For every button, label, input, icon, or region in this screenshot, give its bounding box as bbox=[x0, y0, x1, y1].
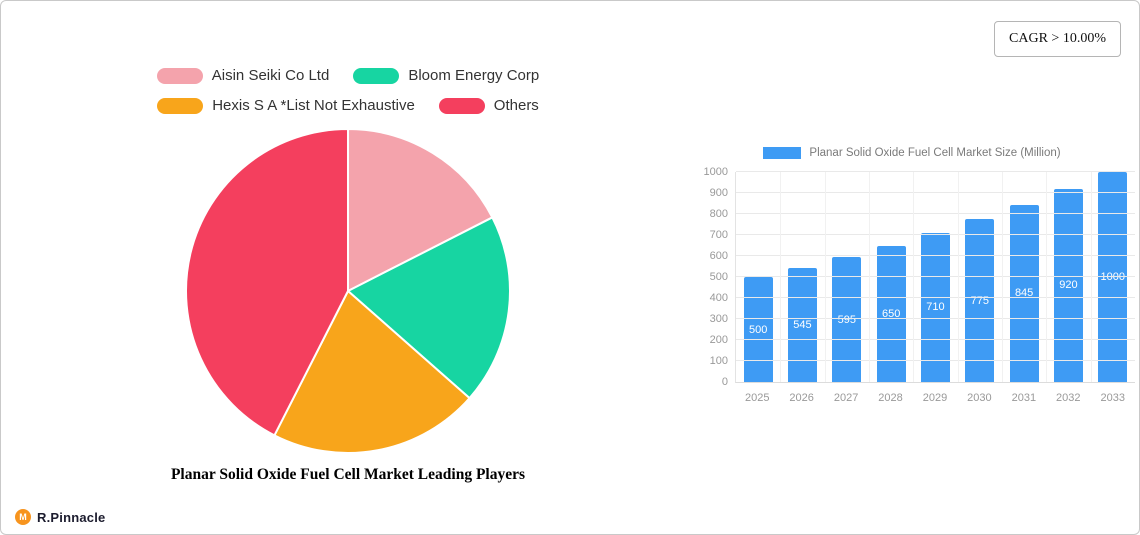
x-axis-labels: 2025 2026 2027 2028 2029 2030 2031 2032 2033 bbox=[735, 383, 1135, 404]
bar-slot-2033: 1000 bbox=[1091, 172, 1135, 382]
x-axis-label-2028: 2028 bbox=[878, 392, 903, 404]
pie-legend-swatch-0 bbox=[156, 67, 203, 84]
pie-legend-swatch-1 bbox=[353, 67, 400, 84]
pie-chart-title: Planar Solid Oxide Fuel Cell Market Lead… bbox=[170, 466, 526, 483]
bar-legend-label: Planar Solid Oxide Fuel Cell Market Size… bbox=[809, 147, 1061, 159]
brand-logo-icon: M bbox=[15, 509, 31, 525]
pie-legend-item-1[interactable]: Bloom Energy Corp bbox=[353, 67, 539, 84]
bar-plot-area: 500 545 595 650 710 775 845 920 1000 0 100 200 300 4… bbox=[704, 166, 1135, 388]
bar-value-label-2033: 1000 bbox=[1100, 271, 1126, 283]
bar-slots: 500 545 595 650 710 775 845 920 1000 bbox=[736, 172, 1135, 382]
y-axis-label-900: 900 bbox=[709, 187, 728, 199]
pie-legend-label-1: Bloom Energy Corp bbox=[408, 67, 540, 84]
bar-2031: 845 bbox=[1009, 204, 1039, 382]
brand-name: R.Pinnacle bbox=[37, 509, 106, 525]
bar-chart-section: Planar Solid Oxide Fuel Cell Market Size… bbox=[689, 147, 1135, 404]
y-axis-label-500: 500 bbox=[709, 271, 728, 283]
bar-slot-2029: 710 bbox=[913, 172, 957, 382]
pie-legend-label-0: Aisin Seiki Co Ltd bbox=[211, 67, 330, 84]
bar-plot-wrap: 500 545 595 650 710 775 845 920 1000 0 100 200 300 4… bbox=[689, 166, 1135, 404]
pie-legend-item-2[interactable]: Hexis S A *List Not Exhaustive bbox=[157, 97, 415, 114]
gridline-x-7 bbox=[1046, 172, 1048, 382]
y-axis-label-800: 800 bbox=[709, 208, 728, 220]
bar-slot-2030: 775 bbox=[958, 172, 1002, 382]
gridline-x-5 bbox=[957, 172, 959, 382]
y-axis-label-200: 200 bbox=[709, 334, 728, 346]
y-axis-label-400: 400 bbox=[709, 292, 728, 304]
pie-legend-item-0[interactable]: Aisin Seiki Co Ltd bbox=[156, 67, 330, 84]
pie-legend-item-3[interactable]: Others bbox=[438, 97, 539, 114]
pie-slice-3 bbox=[185, 128, 349, 437]
bar-2026: 545 bbox=[787, 267, 817, 382]
bar-value-label-2032: 920 bbox=[1059, 279, 1078, 292]
bar-2030: 775 bbox=[965, 219, 995, 382]
bar-2033: 1000 bbox=[1098, 172, 1128, 382]
gridline-x-1 bbox=[780, 172, 782, 382]
pie-legend: Aisin Seiki Co Ltd Bloom Energy Corp Hexis… bbox=[108, 67, 588, 114]
gridline-y-100 bbox=[736, 360, 1135, 361]
x-axis-label-2032: 2032 bbox=[1056, 392, 1081, 404]
gridline-y-900 bbox=[736, 192, 1135, 193]
cagr-label: CAGR > 10.00% bbox=[1009, 31, 1106, 46]
bar-2032: 920 bbox=[1053, 188, 1083, 382]
bar-slot-2028: 650 bbox=[869, 172, 913, 382]
gridline-x-4 bbox=[913, 172, 915, 382]
bar-value-label-2028: 650 bbox=[881, 307, 901, 320]
pie-chart bbox=[185, 128, 511, 454]
pie-legend-label-3: Others bbox=[493, 97, 539, 114]
gridline-y-200 bbox=[736, 339, 1135, 340]
gridline-x-3 bbox=[868, 172, 870, 382]
y-axis-label-100: 100 bbox=[709, 355, 728, 367]
pie-legend-swatch-2 bbox=[157, 97, 204, 114]
gridline-y-300 bbox=[736, 318, 1135, 319]
gridline-x-6 bbox=[1001, 172, 1003, 382]
bar-value-label-2025: 500 bbox=[748, 323, 768, 336]
bar-value-label-2031: 845 bbox=[1014, 287, 1034, 300]
x-axis-label-2026: 2026 bbox=[789, 392, 814, 404]
gridline-y-600 bbox=[736, 255, 1135, 256]
y-axis-label-600: 600 bbox=[709, 250, 728, 262]
bar-2027: 595 bbox=[832, 257, 862, 382]
bar-legend-swatch bbox=[763, 147, 802, 159]
x-axis-label-2030: 2030 bbox=[967, 392, 992, 404]
pie-slice-1 bbox=[347, 216, 511, 400]
bar-2029: 710 bbox=[920, 232, 950, 382]
pie-slice-2 bbox=[273, 290, 471, 454]
x-axis-label-2033: 2033 bbox=[1100, 392, 1125, 404]
bar-slot-2031: 845 bbox=[1002, 172, 1046, 382]
bar-2028: 650 bbox=[876, 245, 906, 382]
gridline-x-8 bbox=[1090, 172, 1092, 382]
bar-2025: 500 bbox=[743, 277, 773, 382]
pie-slice-0 bbox=[347, 128, 494, 292]
x-axis-label-2031: 2031 bbox=[1011, 392, 1037, 404]
gridline-y-1000 bbox=[736, 171, 1135, 172]
gridline-x-2 bbox=[824, 172, 826, 382]
bar-slot-2027: 595 bbox=[825, 172, 869, 382]
bar-slot-2026: 545 bbox=[780, 172, 824, 382]
bar-slot-2025: 500 bbox=[736, 172, 780, 382]
x-axis-label-2025: 2025 bbox=[744, 392, 770, 404]
gridline-y-400 bbox=[736, 297, 1135, 298]
y-axis-label-0: 0 bbox=[721, 376, 728, 388]
bar-chart-legend[interactable]: Planar Solid Oxide Fuel Cell Market Size… bbox=[689, 147, 1135, 159]
y-axis-label-300: 300 bbox=[709, 313, 728, 325]
bar-value-label-2026: 545 bbox=[793, 318, 812, 331]
x-axis-label-2027: 2027 bbox=[833, 392, 859, 404]
bar-value-label-2029: 710 bbox=[926, 301, 945, 314]
cagr-badge: CAGR > 10.00% bbox=[994, 21, 1121, 57]
x-axis-label-2029: 2029 bbox=[922, 392, 948, 404]
pie-legend-label-2: Hexis S A *List Not Exhaustive bbox=[212, 97, 415, 114]
bar-slot-2032: 920 bbox=[1046, 172, 1090, 382]
bar-value-label-2027: 595 bbox=[837, 313, 856, 326]
gridline-y-800 bbox=[736, 213, 1135, 214]
pie-chart-section: Aisin Seiki Co Ltd Bloom Energy Corp Hexis… bbox=[41, 67, 655, 484]
pie-legend-swatch-3 bbox=[438, 97, 485, 114]
gridline-y-700 bbox=[736, 234, 1135, 235]
y-axis-label-1000: 1000 bbox=[703, 166, 728, 178]
brand: M R.Pinnacle bbox=[15, 509, 105, 525]
gridline-y-500 bbox=[736, 276, 1135, 277]
y-axis-label-700: 700 bbox=[709, 229, 728, 241]
